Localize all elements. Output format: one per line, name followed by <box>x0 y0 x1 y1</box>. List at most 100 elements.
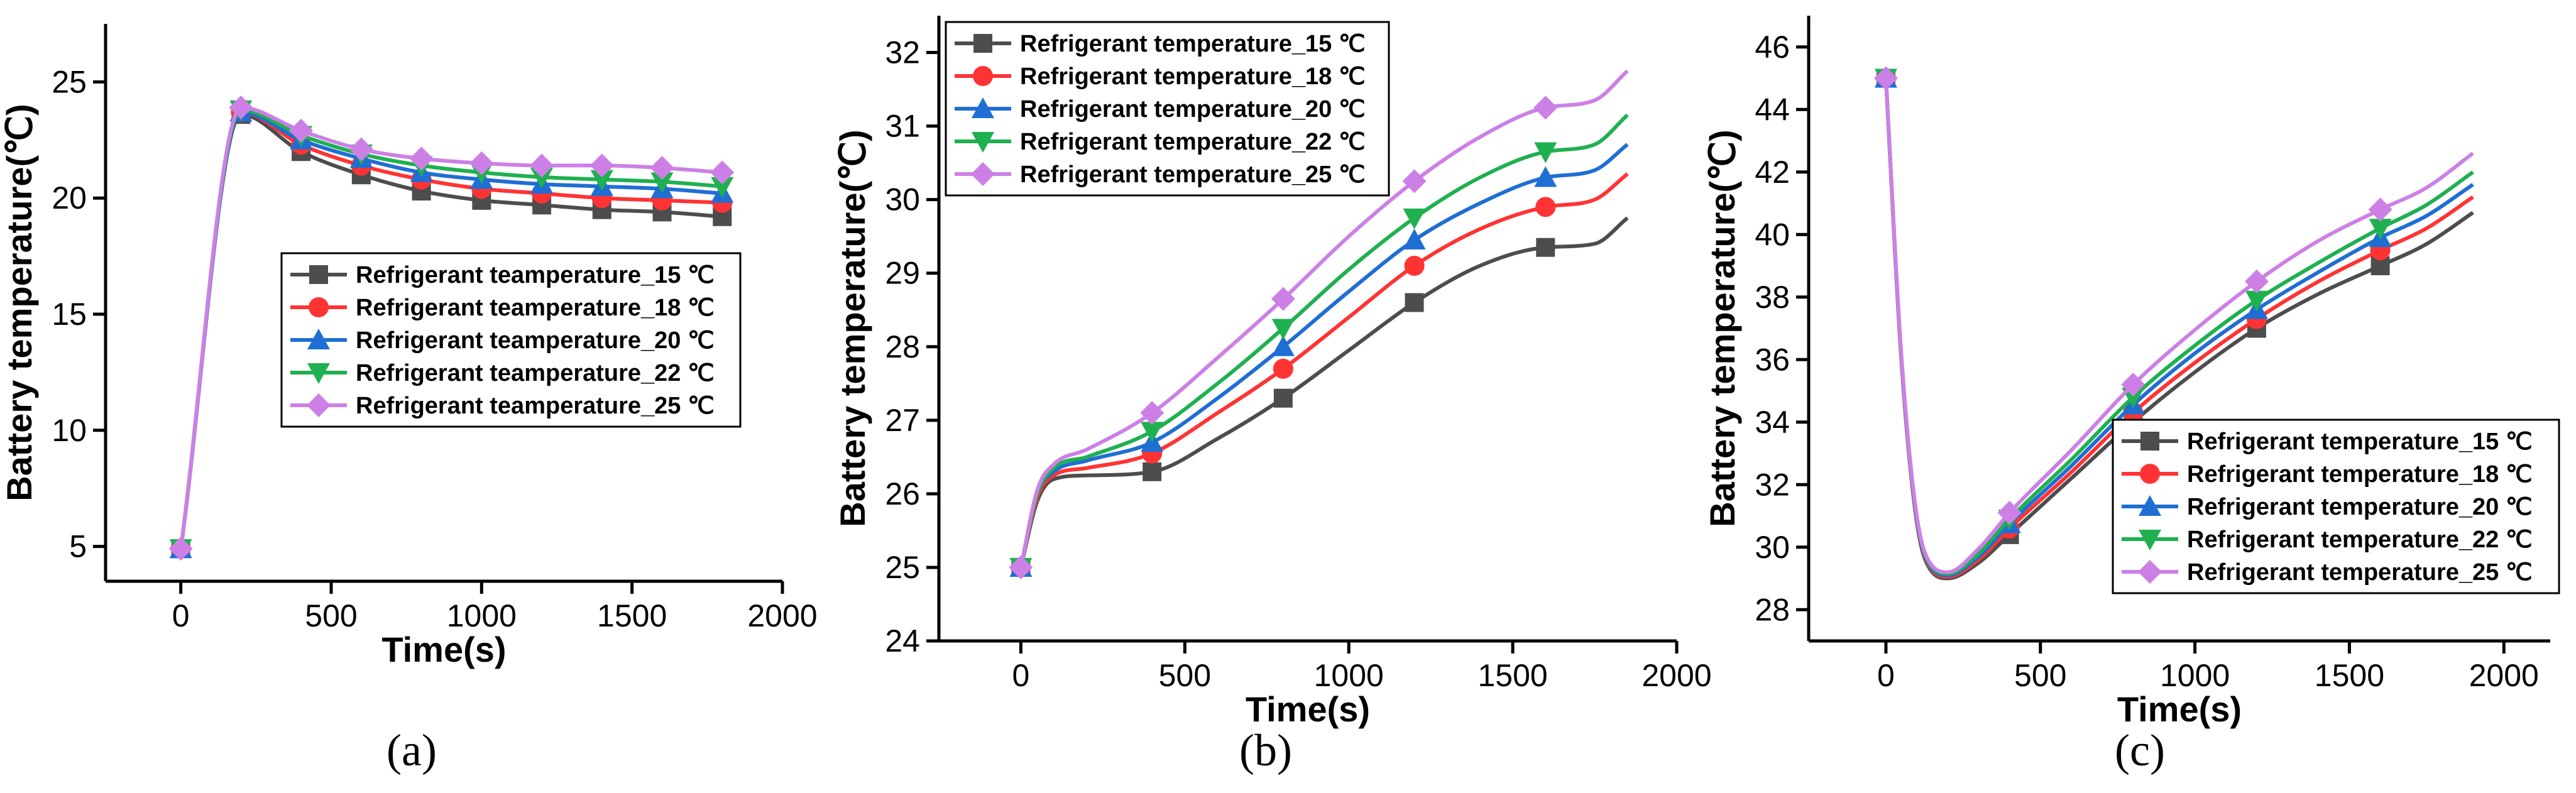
y-tick-label: 10 <box>52 413 87 448</box>
data-point <box>289 119 314 143</box>
x-tick-label: 0 <box>172 598 190 633</box>
data-point <box>650 172 674 194</box>
legend-label: Refrigerant temperature_22 ℃ <box>2187 527 2533 553</box>
legend-box <box>945 21 1390 197</box>
chart-panel-a: 0 500 1000 1500 2000 5 10 15 20 25 Time(s) Battery … <box>0 24 818 775</box>
y-tick-label: 32 <box>885 35 920 70</box>
y-tick-label: 36 <box>1755 342 1790 377</box>
y-tick-label: 46 <box>1755 30 1790 65</box>
data-point <box>1402 169 1427 194</box>
legend-label: Refrigerant temperature_22 ℃ <box>1020 129 1366 155</box>
y-tick-label: 25 <box>885 550 920 585</box>
data-point <box>711 177 734 198</box>
data-point <box>2368 197 2392 222</box>
legend-marker <box>973 66 993 86</box>
data-point <box>1143 462 1162 481</box>
data-point <box>1533 96 1558 120</box>
y-tick-label: 28 <box>885 329 920 364</box>
legend-label: Refrigerant temperature_25 ℃ <box>2187 559 2533 586</box>
x-tick-label: 1000 <box>447 598 517 633</box>
data-point <box>349 137 373 161</box>
data-point <box>1271 287 1295 311</box>
legend-label: Refrigerant temperature_15 ℃ <box>2187 429 2533 455</box>
legend-marker <box>2139 530 2161 550</box>
data-point <box>2245 290 2268 312</box>
series-line-1 <box>1019 216 1629 568</box>
legend-marker <box>972 132 994 153</box>
chart-panel-c: 0 500 1000 1500 2000 28 30 32 34 36 38 40 42 44 46 Time… <box>1702 16 2560 775</box>
y-tick-label: 30 <box>885 182 920 217</box>
legend-marker <box>973 34 992 53</box>
x-axis-title: Time(s) <box>2117 689 2242 729</box>
legend-marker <box>972 97 994 118</box>
legend-box <box>2112 418 2560 594</box>
data-point <box>2369 219 2392 240</box>
series-line-5 <box>1883 78 2474 574</box>
data-point <box>650 156 674 180</box>
data-point <box>1403 229 1426 250</box>
data-point <box>1140 401 1165 425</box>
y-tick-label: 20 <box>52 180 87 216</box>
y-tick-label: 31 <box>885 109 920 144</box>
data-point <box>1535 197 1556 217</box>
data-point <box>1271 335 1295 356</box>
panel-caption: (a) <box>386 725 437 775</box>
y-tick-label: 40 <box>1755 217 1790 252</box>
legend-label: Refrigerant temperature_20 ℃ <box>1020 96 1366 123</box>
legend-label: Refrigerant teamperature_22 ℃ <box>356 360 715 386</box>
y-tick-label: 15 <box>52 297 87 332</box>
x-axis-title: Time(s) <box>381 630 506 669</box>
legend-marker <box>971 162 995 186</box>
data-point <box>710 160 735 185</box>
y-tick-label: 24 <box>885 623 920 659</box>
x-tick-label: 1000 <box>1314 658 1384 693</box>
data-point <box>2121 373 2146 397</box>
data-point <box>1273 388 1293 408</box>
legend-label: Refrigerant temperature_25 ℃ <box>1020 161 1366 188</box>
x-axis-title: Time(s) <box>1246 689 1370 729</box>
panel-caption: (b) <box>1239 725 1292 775</box>
data-point <box>530 167 554 189</box>
legend-marker <box>2139 495 2161 516</box>
x-tick-label: 2000 <box>1642 658 1711 693</box>
x-tick-label: 1500 <box>597 598 667 633</box>
y-tick-label: 38 <box>1755 280 1790 315</box>
data-point <box>1536 238 1555 257</box>
data-point <box>590 170 613 191</box>
data-point <box>1405 293 1424 312</box>
data-point <box>229 96 253 120</box>
y-axis-title: Battery temperature(℃) <box>1702 129 1742 527</box>
legend-marker <box>309 297 329 317</box>
legend-marker <box>307 363 330 384</box>
legend-label: Refrigerant teamperature_18 ℃ <box>356 295 715 321</box>
x-tick-label: 1500 <box>1477 658 1547 693</box>
data-point <box>1273 358 1293 379</box>
legend-label: Refrigerant teamperature_15 ℃ <box>356 262 715 288</box>
legend-label: Refrigerant teamperature_20 ℃ <box>356 327 715 354</box>
x-tick-label: 500 <box>1159 658 1211 693</box>
data-point <box>1404 256 1425 276</box>
y-tick-label: 25 <box>52 64 87 99</box>
data-point <box>469 151 494 175</box>
data-point <box>1997 501 2022 525</box>
data-point <box>168 537 193 561</box>
legend-marker <box>309 265 328 284</box>
legend-marker <box>2140 432 2159 451</box>
y-tick-label: 29 <box>885 256 920 291</box>
data-point <box>409 146 434 171</box>
y-axis-title: Battery temperature(℃) <box>833 129 872 527</box>
x-tick-label: 0 <box>1012 658 1030 693</box>
legend-marker <box>2138 560 2162 584</box>
data-point <box>530 153 554 178</box>
x-tick-label: 2000 <box>2469 658 2539 693</box>
y-tick-label: 44 <box>1755 92 1790 127</box>
y-tick-label: 27 <box>885 403 920 438</box>
y-tick-label: 5 <box>69 529 87 564</box>
legend-marker <box>307 393 331 417</box>
x-tick-label: 2000 <box>747 598 817 633</box>
data-point <box>1141 422 1164 443</box>
legend-label: Refrigerant temperature_15 ℃ <box>1020 31 1366 57</box>
data-point <box>2244 269 2269 293</box>
y-tick-label: 26 <box>885 476 920 511</box>
x-tick-label: 500 <box>2014 658 2066 693</box>
